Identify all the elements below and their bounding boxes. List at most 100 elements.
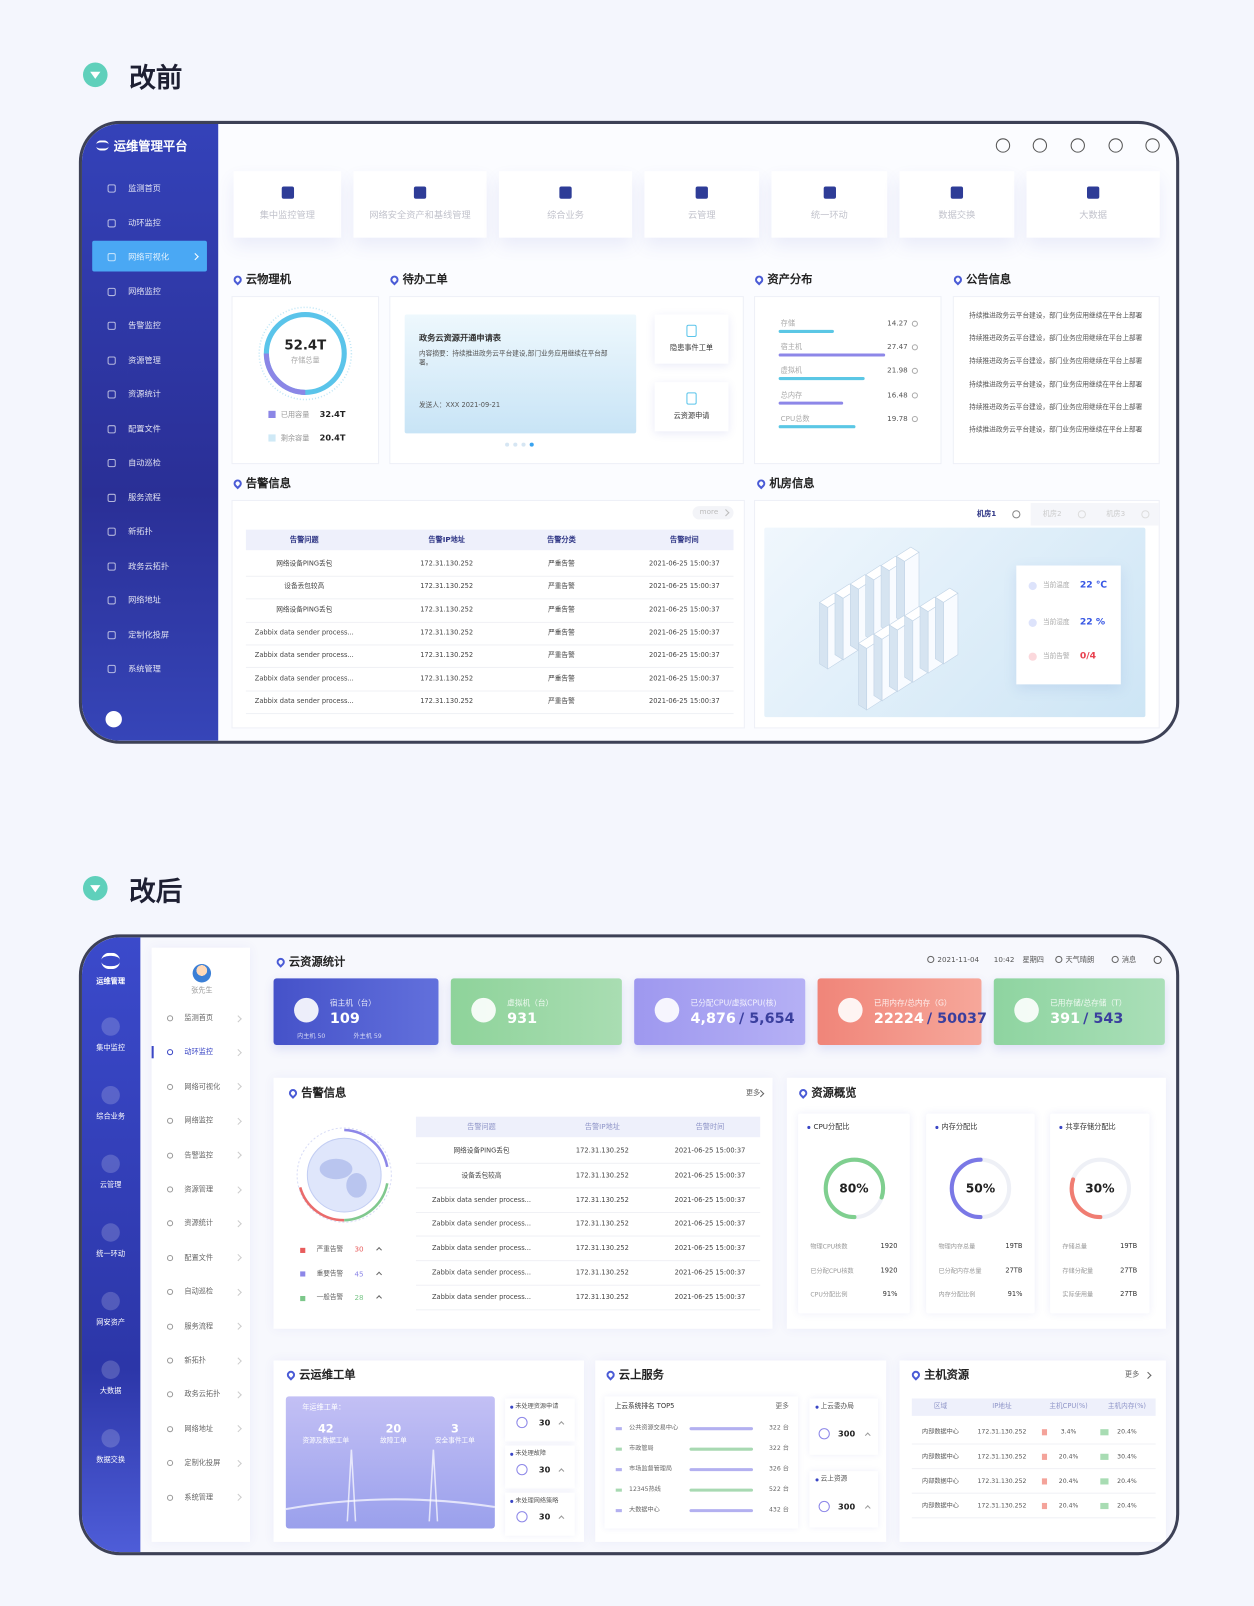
rack-side — [880, 564, 890, 633]
service-list — [604, 1396, 799, 1529]
bridge-tower — [346, 1449, 357, 1522]
table-cell: 172.31.130.252 — [575, 1292, 629, 1302]
asset-name: 总内存 — [780, 390, 803, 399]
header-icon — [927, 955, 935, 964]
rack-side — [834, 592, 844, 661]
table-cell: Zabbix data sender process... — [254, 628, 354, 637]
room-tab-icon — [1141, 510, 1150, 519]
table-cell: 172.31.130.252 — [420, 696, 474, 705]
submenu-item: 系统管理 — [184, 1493, 214, 1502]
module-icon — [559, 186, 572, 199]
menu-icon — [107, 390, 116, 399]
submenu-icon — [166, 1391, 174, 1398]
notice-item: 持续推进政务云平台建设，部门业务应用继续在平台上部署 — [969, 311, 1143, 320]
todo-card — [404, 314, 637, 434]
legend-label: 已用容量 — [280, 410, 310, 419]
globe-arc — [298, 1187, 345, 1222]
menu-item: 动环监控 — [128, 217, 161, 228]
globe-land — [346, 1173, 367, 1198]
room-stat-label: 当前温度 — [1042, 580, 1070, 590]
stat-card-value: 4,876/ 5,654 — [690, 1010, 795, 1028]
bridge-deck — [285, 1498, 495, 1511]
ops-card-title: 年运维工单： — [302, 1403, 346, 1412]
module-icon — [950, 186, 964, 199]
module-label: 云管理 — [687, 210, 716, 221]
legend-swatch — [268, 410, 276, 418]
table-cell: 2021-06-25 15:00:37 — [648, 673, 720, 682]
gauge-row-value: 19TB — [1005, 1241, 1023, 1250]
gauge-title: 共享存储分配比 — [1065, 1122, 1116, 1131]
todo-sender: 发送人：XXX 2021-09-21 — [419, 400, 501, 409]
table-cell: 172.31.130.252 — [420, 605, 474, 614]
table-cell: 172.31.130.252 — [575, 1146, 629, 1155]
room-tab-label: 机房3 — [1106, 510, 1126, 519]
todo-button — [654, 382, 729, 432]
storage-total-label: 存储总量 — [290, 356, 320, 365]
submenu-item: 网络监控 — [184, 1116, 214, 1125]
table-cell: 20.4% — [1058, 1502, 1079, 1510]
submenu-item: 配置文件 — [184, 1253, 214, 1262]
room-stat-icon — [1028, 618, 1037, 627]
row-divider — [911, 1468, 1156, 1470]
rack-side — [850, 583, 859, 652]
legend-swatch — [300, 1247, 306, 1253]
globe-land — [319, 1158, 353, 1180]
gauge-row-label: 存储总量 — [1062, 1243, 1088, 1251]
submenu-icon — [166, 1220, 174, 1227]
stat-card-total: / 5,654 — [738, 1010, 795, 1028]
pending-value: 30 — [538, 1418, 551, 1428]
table-cell: 严重告警 — [548, 582, 575, 591]
mini-bar — [1100, 1429, 1109, 1436]
sidebar-toggle — [105, 711, 122, 728]
asset-bar — [778, 353, 886, 357]
module-label: 集中监控管理 — [259, 210, 316, 221]
submenu-icon — [166, 1289, 174, 1296]
pager-dot — [505, 442, 510, 447]
module-icon — [413, 186, 427, 199]
table-cell: 2021-06-25 15:00:37 — [674, 1170, 746, 1180]
stat-card-label: 宿主机（台） — [329, 998, 376, 1008]
module-icon — [823, 186, 836, 199]
table-cell: 20.4% — [1058, 1453, 1079, 1461]
submenu-icon — [166, 1357, 174, 1364]
header-weekday: 星期四 — [1022, 955, 1044, 964]
menu-icon — [107, 321, 116, 330]
submenu-active-bar — [151, 1046, 154, 1059]
service-side-card — [809, 1398, 878, 1455]
heading: 改前 — [129, 63, 183, 95]
menu-item: 网络可视化 — [128, 252, 170, 262]
room-stat-icon — [1028, 581, 1037, 591]
stat-card-icon — [471, 997, 496, 1023]
row-divider — [911, 1492, 1156, 1494]
gauge-dot — [807, 1125, 811, 1129]
mini-bar — [1041, 1429, 1048, 1436]
table-header-cell: 主机CPU(%) — [1049, 1401, 1088, 1410]
gauge-row-value: 91% — [882, 1289, 898, 1299]
gauge — [1069, 1157, 1131, 1220]
module-card — [498, 171, 633, 238]
ring-outer — [258, 306, 353, 401]
submenu-item: 资源统计 — [184, 1219, 214, 1228]
module-icon — [695, 186, 708, 199]
table-cell: 严重告警 — [548, 559, 575, 568]
rack-side — [858, 642, 868, 711]
pager-dot — [521, 442, 526, 447]
avatar — [192, 964, 212, 983]
row-divider — [415, 1235, 761, 1237]
table-cell: 2021-06-25 15:00:37 — [674, 1195, 746, 1204]
pending-value: 30 — [538, 1465, 551, 1475]
legend-value: 20.4T — [319, 433, 346, 443]
submenu-item: 服务流程 — [184, 1322, 214, 1331]
asset-value: 14.27 — [887, 319, 908, 328]
table-cell: 2021-06-25 15:00:37 — [648, 696, 720, 705]
menu-icon — [107, 356, 116, 365]
service-bar — [689, 1488, 754, 1492]
stat-card-sub: 内主机 50 — [297, 1033, 326, 1041]
row-divider — [245, 621, 734, 623]
table-cell: 2021-06-25 15:00:37 — [648, 628, 720, 637]
asset-bar — [778, 377, 865, 381]
bridge-graphic — [285, 1449, 495, 1522]
table-cell: 20.4% — [1058, 1477, 1079, 1485]
table-header-cell: 告警问题 — [467, 1122, 496, 1131]
